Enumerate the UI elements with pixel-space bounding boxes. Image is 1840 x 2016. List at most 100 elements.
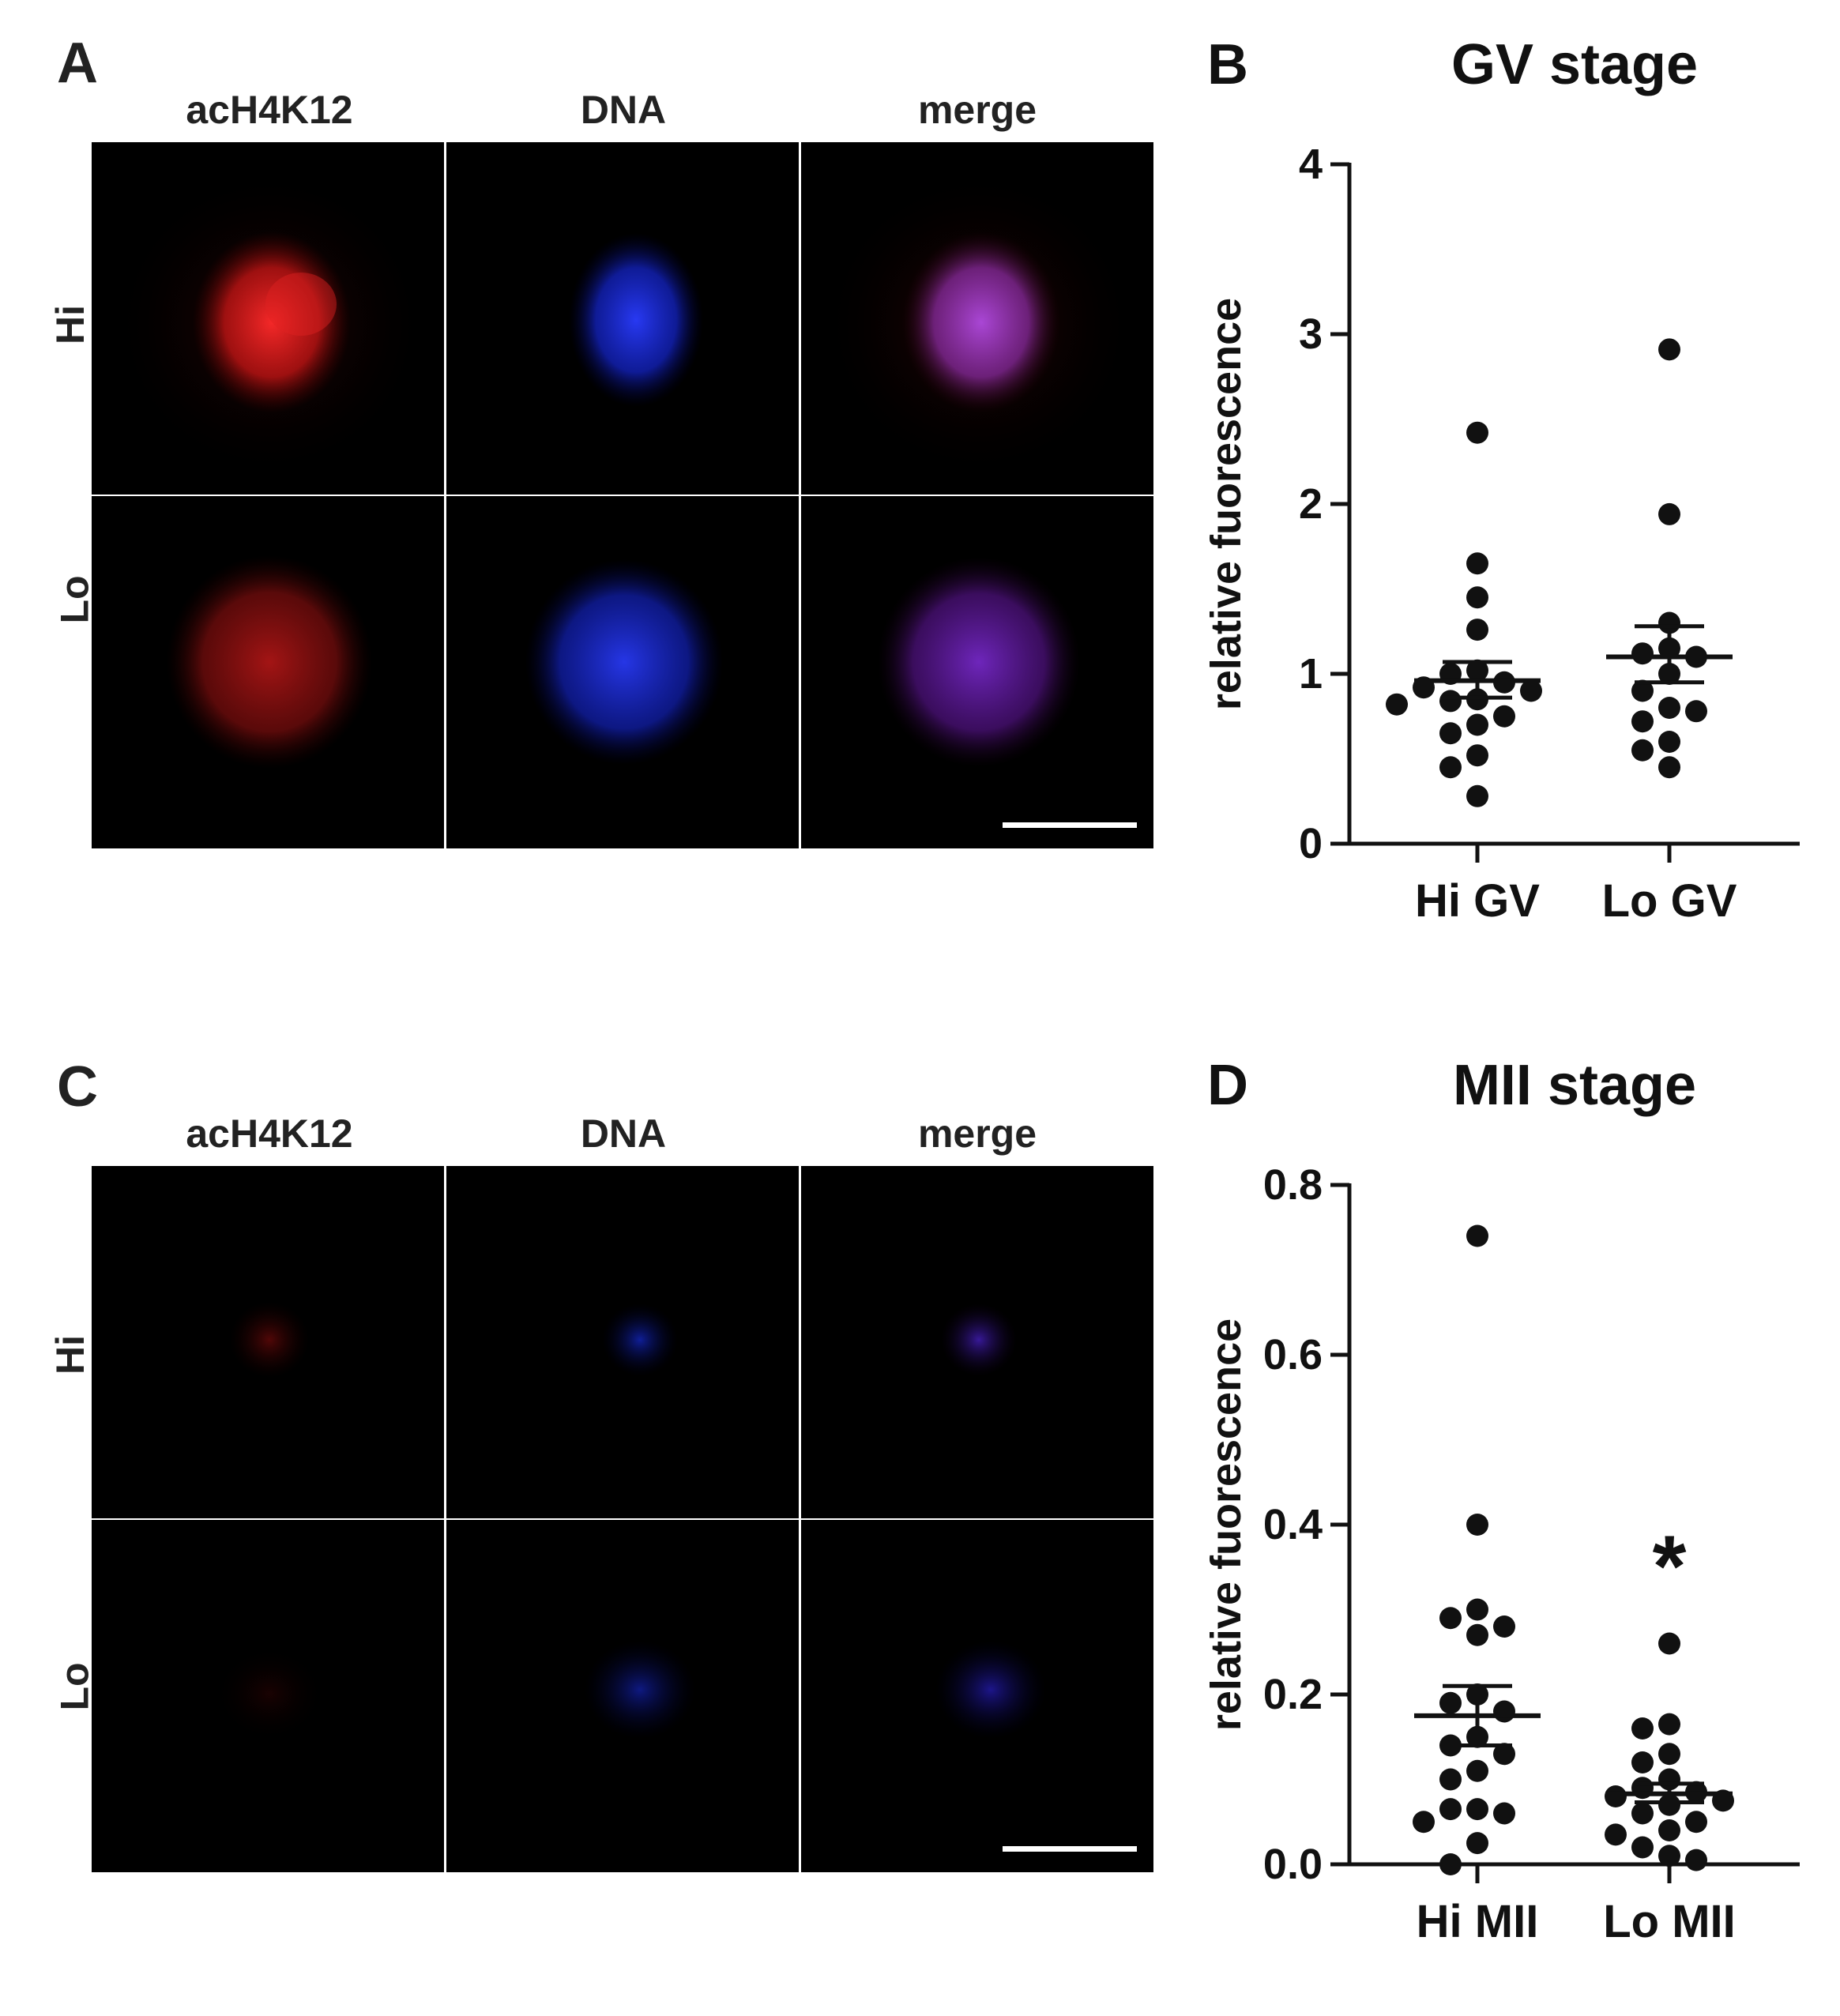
micrograph-c-hi-merge: [801, 1166, 1153, 1518]
data-point: [1466, 1598, 1488, 1621]
micrograph-grid-a: [92, 142, 1153, 848]
data-point: [1658, 1713, 1680, 1736]
y-axis-label: relative fuorescence: [1202, 298, 1250, 710]
micrograph-a-hi-merge: [801, 142, 1153, 495]
y-axis-label: relative fuorescence: [1202, 1318, 1250, 1731]
data-point: [1520, 679, 1542, 702]
data-point: [1466, 744, 1488, 767]
data-point: [1685, 1811, 1707, 1834]
data-point: [1493, 705, 1515, 728]
data-point: [1658, 1793, 1680, 1816]
data-point: [1439, 1798, 1462, 1821]
micrograph-c-hi-dna: [446, 1166, 799, 1518]
data-point: [1631, 710, 1654, 733]
panel-letter: B: [1207, 33, 1248, 96]
column-label-dna-c: DNA: [580, 1111, 667, 1156]
micrograph-a-lo-acH4K12: [92, 496, 444, 848]
data-point: [1466, 421, 1488, 444]
scale-bar-c: [1003, 1846, 1137, 1852]
column-label-merge-c: merge: [917, 1111, 1037, 1156]
data-point: [1631, 1717, 1654, 1740]
data-point: [1631, 1802, 1654, 1825]
data-point: [1466, 586, 1488, 609]
column-label-merge: merge: [917, 88, 1037, 132]
data-point: [1631, 1836, 1654, 1859]
data-point: [1439, 1607, 1462, 1630]
panel-letter-c: C: [57, 1055, 98, 1119]
data-point: [1466, 1623, 1488, 1646]
micrograph-c-lo-acH4K12: [92, 1520, 444, 1872]
data-point: [1631, 642, 1654, 665]
panel-letter: D: [1207, 1054, 1248, 1117]
y-tick-label: 1: [1299, 650, 1323, 698]
column-label-dna: DNA: [580, 88, 667, 132]
data-point: [1439, 756, 1462, 779]
data-point: [1466, 784, 1488, 807]
data-point: [1658, 1845, 1680, 1867]
y-tick-label: 3: [1299, 310, 1323, 358]
y-tick-label: 0: [1299, 820, 1323, 867]
y-tick-label: 4: [1299, 141, 1323, 188]
data-point: [1658, 338, 1680, 361]
data-point: [1439, 1691, 1462, 1714]
column-label-acH4K12-c: acH4K12: [186, 1111, 353, 1156]
scatter-chart-gv-stage: B GV stage relative fuorescence 0 1 2 3 4 Hi GV L…: [1202, 33, 1800, 927]
data-point: [1658, 502, 1680, 525]
chart-title: MII stage: [1453, 1054, 1696, 1117]
data-point: [1466, 1224, 1488, 1247]
data-point: [1658, 1819, 1680, 1841]
data-point: [1466, 1514, 1488, 1536]
x-tick-label: Lo GV: [1602, 875, 1737, 927]
data-point: [1466, 1832, 1488, 1855]
data-point: [1439, 722, 1462, 745]
data-point: [1685, 700, 1707, 723]
data-point: [1685, 1849, 1707, 1871]
scatter-chart-mii-stage: D MII stage relative fuorescence 0.0 0.2 0.4 0…: [1202, 1054, 1800, 1947]
y-tick-label: 0.2: [1263, 1671, 1323, 1718]
data-point: [1466, 1759, 1488, 1782]
y-tick-label: 0.8: [1263, 1161, 1323, 1209]
y-tick-label: 0.0: [1263, 1841, 1323, 1888]
x-tick-label: Lo MII: [1603, 1896, 1736, 1947]
data-point: [1386, 693, 1408, 716]
data-point: [1466, 713, 1488, 736]
data-point: [1466, 552, 1488, 575]
y-tick-label: 0.4: [1263, 1501, 1323, 1548]
data-point: [1413, 1811, 1435, 1834]
data-point: [1658, 1632, 1680, 1655]
data-point: [1658, 697, 1680, 719]
micrograph-c-lo-dna: [446, 1520, 799, 1872]
data-point: [1658, 1743, 1680, 1766]
micrograph-c-lo-merge: [801, 1520, 1153, 1872]
data-point: [1605, 1785, 1627, 1807]
data-point: [1658, 731, 1680, 753]
data-point: [1466, 619, 1488, 641]
data-point: [1658, 756, 1680, 779]
data-point: [1439, 690, 1462, 713]
x-tick-label: Hi GV: [1415, 875, 1540, 927]
x-tick-label: Hi MII: [1417, 1896, 1539, 1947]
micrograph-a-lo-merge: [801, 496, 1153, 848]
data-point: [1631, 1751, 1654, 1773]
data-point: [1439, 1768, 1462, 1791]
micrograph-a-lo-dna: [446, 496, 799, 848]
data-point: [1658, 611, 1680, 634]
chart-title: GV stage: [1451, 33, 1698, 96]
panel-letter-a: A: [57, 32, 98, 95]
data-point: [1605, 1823, 1627, 1846]
y-tick-label: 0.6: [1263, 1331, 1323, 1378]
data-point: [1493, 1700, 1515, 1723]
data-point: [1631, 679, 1654, 702]
data-point: [1631, 739, 1654, 762]
micrograph-a-hi-acH4K12: [92, 142, 444, 495]
micrograph-grid-c: [92, 1166, 1153, 1872]
data-point: [1493, 1615, 1515, 1638]
significance-asterisk: *: [1653, 1518, 1687, 1615]
data-point: [1493, 1802, 1515, 1825]
y-tick-label: 2: [1299, 480, 1323, 528]
data-point: [1439, 1853, 1462, 1875]
column-label-acH4K12: acH4K12: [186, 88, 353, 132]
micrograph-c-hi-acH4K12: [92, 1166, 444, 1518]
scale-bar-a: [1003, 822, 1137, 828]
data-point: [1466, 1798, 1488, 1821]
